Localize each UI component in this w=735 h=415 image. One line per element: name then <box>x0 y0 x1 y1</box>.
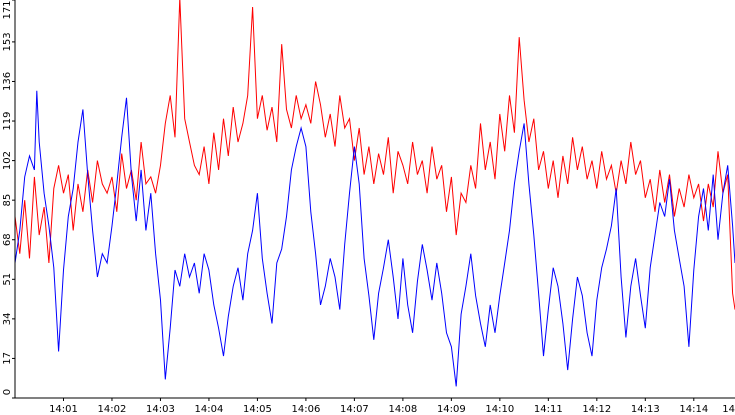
y-tick-label: 171 <box>2 0 13 19</box>
x-tick-label: 14:02 <box>98 404 127 415</box>
y-tick-label: 68 <box>2 233 13 246</box>
x-tick-label: 14:10 <box>485 404 514 415</box>
x-tick-label: 14:14 <box>679 404 708 415</box>
x-tick-label: 14:06 <box>291 404 320 415</box>
y-tick-label: 85 <box>2 194 13 207</box>
y-tick-label: 102 <box>2 151 13 170</box>
x-tick-label: 14:08 <box>388 404 417 415</box>
y-tick-label: 34 <box>2 312 13 325</box>
x-tick-label: 14 <box>722 404 735 415</box>
y-tick-label: 136 <box>2 72 13 91</box>
x-tick-label: 14:11 <box>534 404 563 415</box>
series-line-0 <box>14 0 735 310</box>
x-tick-label: 14:07 <box>340 404 369 415</box>
x-tick-label: 14:04 <box>195 404 224 415</box>
x-tick-label: 14:03 <box>146 404 175 415</box>
y-tick-label: 153 <box>2 32 13 51</box>
y-tick-label: 0 <box>2 389 13 395</box>
y-tick-label: 119 <box>2 111 13 130</box>
y-tick-label: 51 <box>2 273 13 286</box>
x-tick-label: 14:09 <box>437 404 466 415</box>
y-tick-label: 17 <box>2 352 13 365</box>
x-tick-layer: 14:01 14:02 14:03 14:04 14:05 14:06 14:07 14:08… <box>49 398 735 415</box>
x-tick-label: 14:13 <box>631 404 660 415</box>
y-tick-layer: 0 17 34 51 68 85 102 119 136 153 171 <box>2 0 15 399</box>
x-tick-label: 14:01 <box>49 404 78 415</box>
series-layer <box>14 0 735 387</box>
x-tick-label: 14:12 <box>582 404 611 415</box>
series-line-1 <box>14 90 735 387</box>
x-tick-label: 14:05 <box>243 404 272 415</box>
